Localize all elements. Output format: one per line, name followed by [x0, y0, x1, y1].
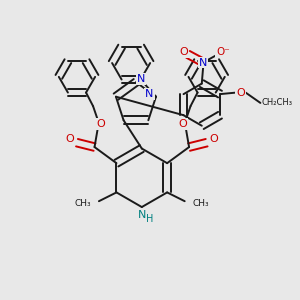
Text: N: N [146, 89, 154, 99]
Text: H: H [146, 214, 154, 224]
Text: CH₃: CH₃ [192, 199, 208, 208]
Text: O: O [65, 134, 74, 144]
Text: N: N [138, 210, 146, 220]
Text: O: O [96, 119, 105, 129]
Text: O⁻: O⁻ [216, 47, 230, 57]
Text: CH₃: CH₃ [75, 199, 92, 208]
Text: O: O [179, 119, 188, 129]
Text: N: N [137, 74, 146, 84]
Text: O: O [210, 134, 218, 144]
Text: N: N [199, 58, 207, 68]
Text: CH₂CH₃: CH₂CH₃ [262, 98, 292, 107]
Text: O: O [236, 88, 245, 98]
Text: O: O [179, 47, 188, 57]
